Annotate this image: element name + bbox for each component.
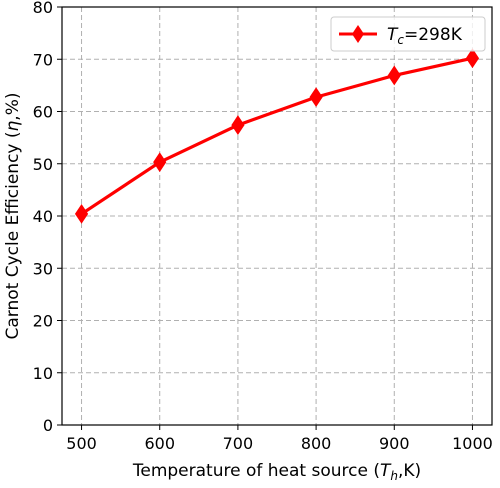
- y-axis-label-symbol: η: [3, 120, 23, 131]
- ticks: 500 600 700 800 900 1000 0 10 20 30 40 50 60 70 80: [33, 0, 493, 453]
- legend-subscript: c: [397, 33, 404, 47]
- y-tick-label: 50: [33, 155, 53, 174]
- series-line: [80, 56, 473, 216]
- x-tick-label: 800: [301, 434, 332, 453]
- series-layer: [74, 48, 480, 224]
- x-axis-label-subscript: h: [390, 469, 398, 483]
- y-tick-label: 80: [33, 0, 53, 17]
- data-point-marker: [465, 48, 480, 69]
- legend-label: Tc=298K: [387, 25, 463, 47]
- grid: [62, 6, 492, 426]
- x-tick-label: 900: [379, 434, 410, 453]
- legend: Tc=298K: [330, 16, 486, 52]
- x-tick-label: 500: [66, 434, 97, 453]
- data-point-marker: [153, 152, 167, 173]
- y-tick-label: 30: [33, 259, 53, 278]
- x-axis-label-symbol: T: [380, 461, 392, 481]
- data-point-marker: [74, 204, 89, 224]
- y-tick-label: 40: [33, 207, 53, 226]
- data-point-marker: [387, 65, 401, 86]
- y-tick-label: 10: [33, 364, 53, 383]
- legend-tail: =298K: [404, 25, 463, 45]
- y-tick-label: 0: [43, 416, 53, 435]
- x-axis-label: Temperature of heat source (Th,K): [132, 461, 421, 483]
- x-axis-label-text: Temperature of heat source (: [132, 461, 380, 481]
- y-axis-label: Carnot Cycle Efficiency (η,%): [3, 93, 23, 340]
- legend-marker-diamond: [352, 25, 364, 43]
- y-axis-label-text: Carnot Cycle Efficiency (: [3, 131, 23, 339]
- data-point-marker: [309, 87, 323, 108]
- data-point-marker: [231, 115, 245, 135]
- y-tick-label: 60: [33, 103, 53, 122]
- x-axis-label-tail: ,K): [398, 461, 421, 481]
- y-tick-label: 70: [33, 50, 53, 69]
- x-tick-label: 600: [144, 434, 175, 453]
- x-tick-label: 1000: [452, 434, 493, 453]
- y-tick-label: 20: [33, 312, 53, 331]
- legend-box: [330, 16, 486, 52]
- x-tick-label: 700: [223, 434, 254, 453]
- y-axis-label-tail: ,%): [3, 93, 23, 121]
- legend-symbol: T: [387, 25, 399, 45]
